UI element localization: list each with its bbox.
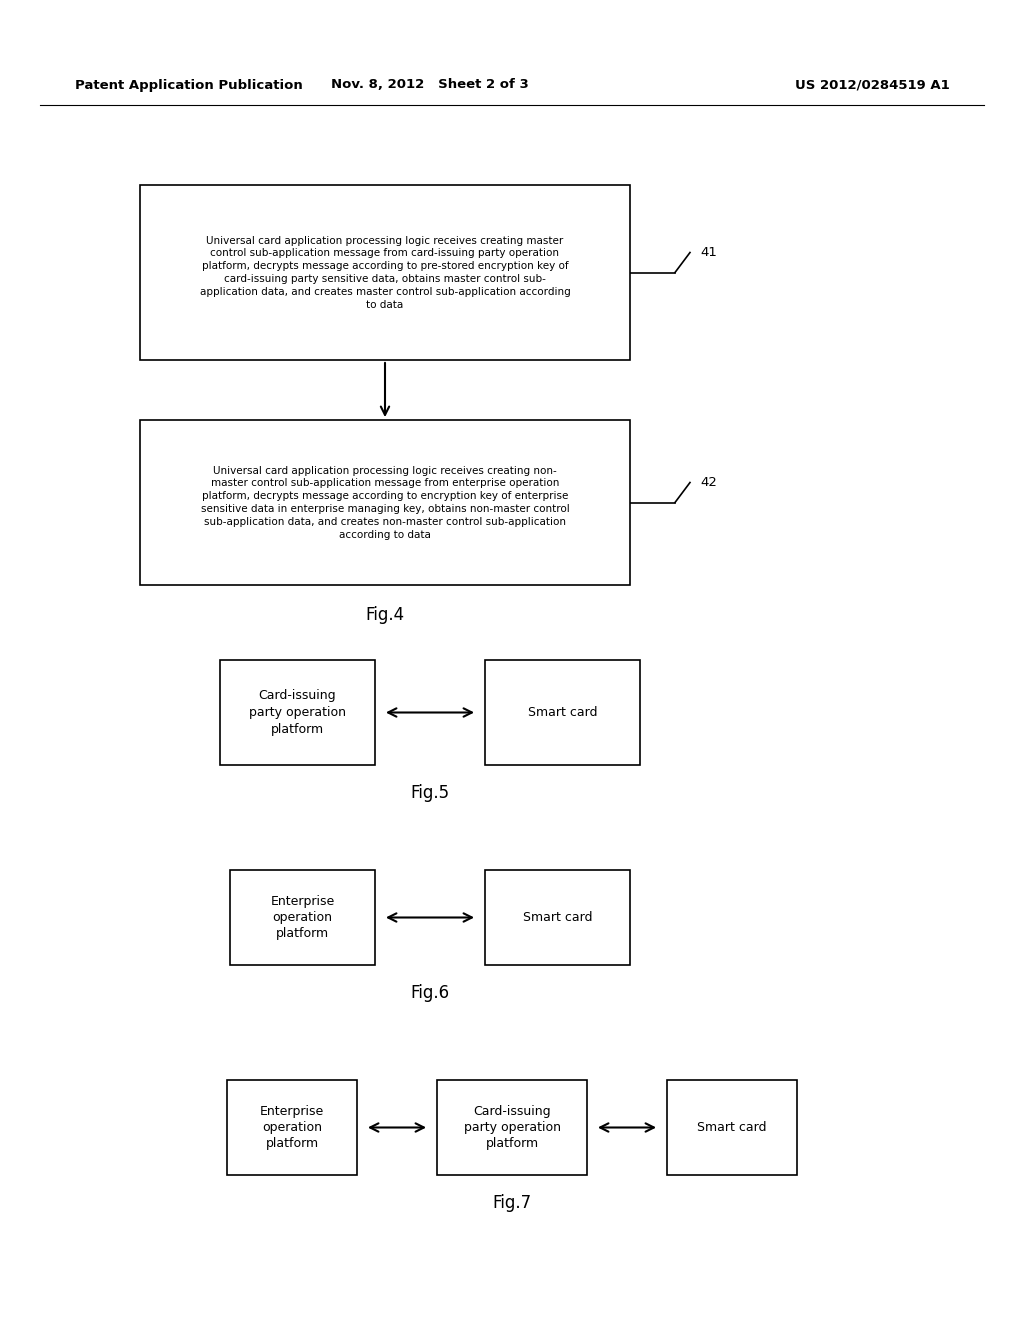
Text: Enterprise
operation
platform: Enterprise operation platform — [260, 1105, 325, 1151]
Bar — [485, 660, 640, 766]
Text: Card-issuing
party operation
platform: Card-issuing party operation platform — [249, 689, 346, 735]
Bar — [220, 660, 375, 766]
Bar — [140, 185, 630, 360]
Text: Universal card application processing logic receives creating non-
master contro: Universal card application processing lo… — [201, 466, 569, 540]
Text: Enterprise
operation
platform: Enterprise operation platform — [270, 895, 335, 940]
Bar — [437, 1080, 587, 1175]
Bar — [485, 870, 630, 965]
Text: 41: 41 — [700, 246, 717, 259]
Text: US 2012/0284519 A1: US 2012/0284519 A1 — [796, 78, 950, 91]
Text: Smart card: Smart card — [522, 911, 592, 924]
Bar — [227, 1080, 357, 1175]
Text: Fig.5: Fig.5 — [411, 784, 450, 803]
Text: Universal card application processing logic receives creating master
control sub: Universal card application processing lo… — [200, 235, 570, 309]
Text: Card-issuing
party operation
platform: Card-issuing party operation platform — [464, 1105, 560, 1151]
Bar — [667, 1080, 797, 1175]
Text: Fig.6: Fig.6 — [411, 983, 450, 1002]
Text: 42: 42 — [700, 477, 717, 488]
Bar — [140, 420, 630, 585]
Text: Smart card: Smart card — [527, 706, 597, 719]
Text: Fig.4: Fig.4 — [366, 606, 404, 624]
Text: Patent Application Publication: Patent Application Publication — [75, 78, 303, 91]
Text: Nov. 8, 2012   Sheet 2 of 3: Nov. 8, 2012 Sheet 2 of 3 — [331, 78, 528, 91]
Text: Fig.7: Fig.7 — [493, 1195, 531, 1212]
Bar — [230, 870, 375, 965]
Text: Smart card: Smart card — [697, 1121, 767, 1134]
